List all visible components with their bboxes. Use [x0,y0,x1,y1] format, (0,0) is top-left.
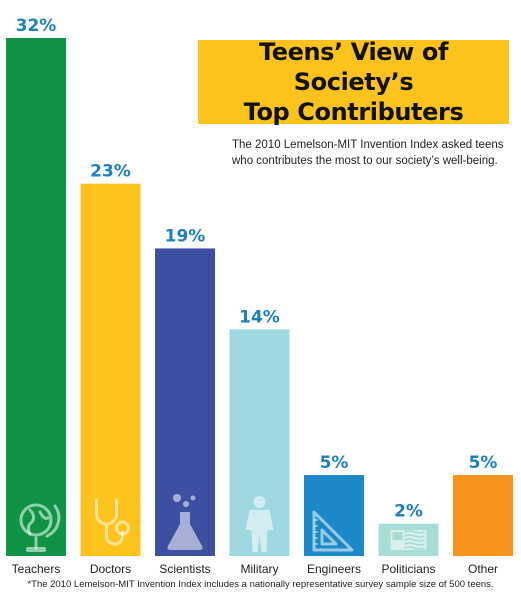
icons-group [19,494,427,552]
category-label-military: Military [241,562,279,576]
category-label-engineers: Engineers [307,562,361,576]
value-label-other: 5% [469,453,498,473]
category-label-doctors: Doctors [90,562,131,576]
value-label-military: 14% [239,307,280,327]
bar-scientists [155,248,215,556]
globe-icon [19,503,61,552]
category-labels-group: Teachers Doctors Scientists Military Enginee… [12,562,498,576]
soldier-icon [245,496,274,552]
chart-title: Teens’ View of Society’s Top Contributer… [214,37,494,127]
value-label-scientists: 19% [165,226,206,246]
set-square-icon [312,510,354,552]
bar-other [453,475,513,556]
category-label-other: Other [468,562,498,576]
footnote: *The 2010 Lemelson-MIT Invention Index i… [27,579,494,590]
subtitle-line-1: The 2010 Lemelson-MIT Invention Index as… [232,139,504,151]
value-labels-group: 32% 23% 19% 14% 5% 2% 5% [16,16,498,522]
stethoscope-icon [95,498,130,546]
value-label-teachers: 32% [16,16,57,36]
flask-icon [167,494,203,550]
value-label-engineers: 5% [320,453,349,473]
chart-subtitle: The 2010 Lemelson-MIT Invention Index as… [232,137,512,169]
subtitle-line-2: who contributes the most to our society’… [232,155,498,167]
title-box: Teens’ View of Society’s Top Contributer… [198,37,509,127]
category-label-scientists: Scientists [159,562,210,576]
chart-title-line-1: Teens’ View of Society’s [258,38,449,96]
value-label-doctors: 23% [90,162,131,182]
value-label-politicians: 2% [394,502,423,522]
bar-doctors [80,183,141,556]
category-label-teachers: Teachers [12,562,61,576]
category-label-politicians: Politicians [381,562,435,576]
flag-icon [390,530,427,550]
chart-title-line-2: Top Contributers [243,98,464,126]
bar-teachers [6,38,66,556]
